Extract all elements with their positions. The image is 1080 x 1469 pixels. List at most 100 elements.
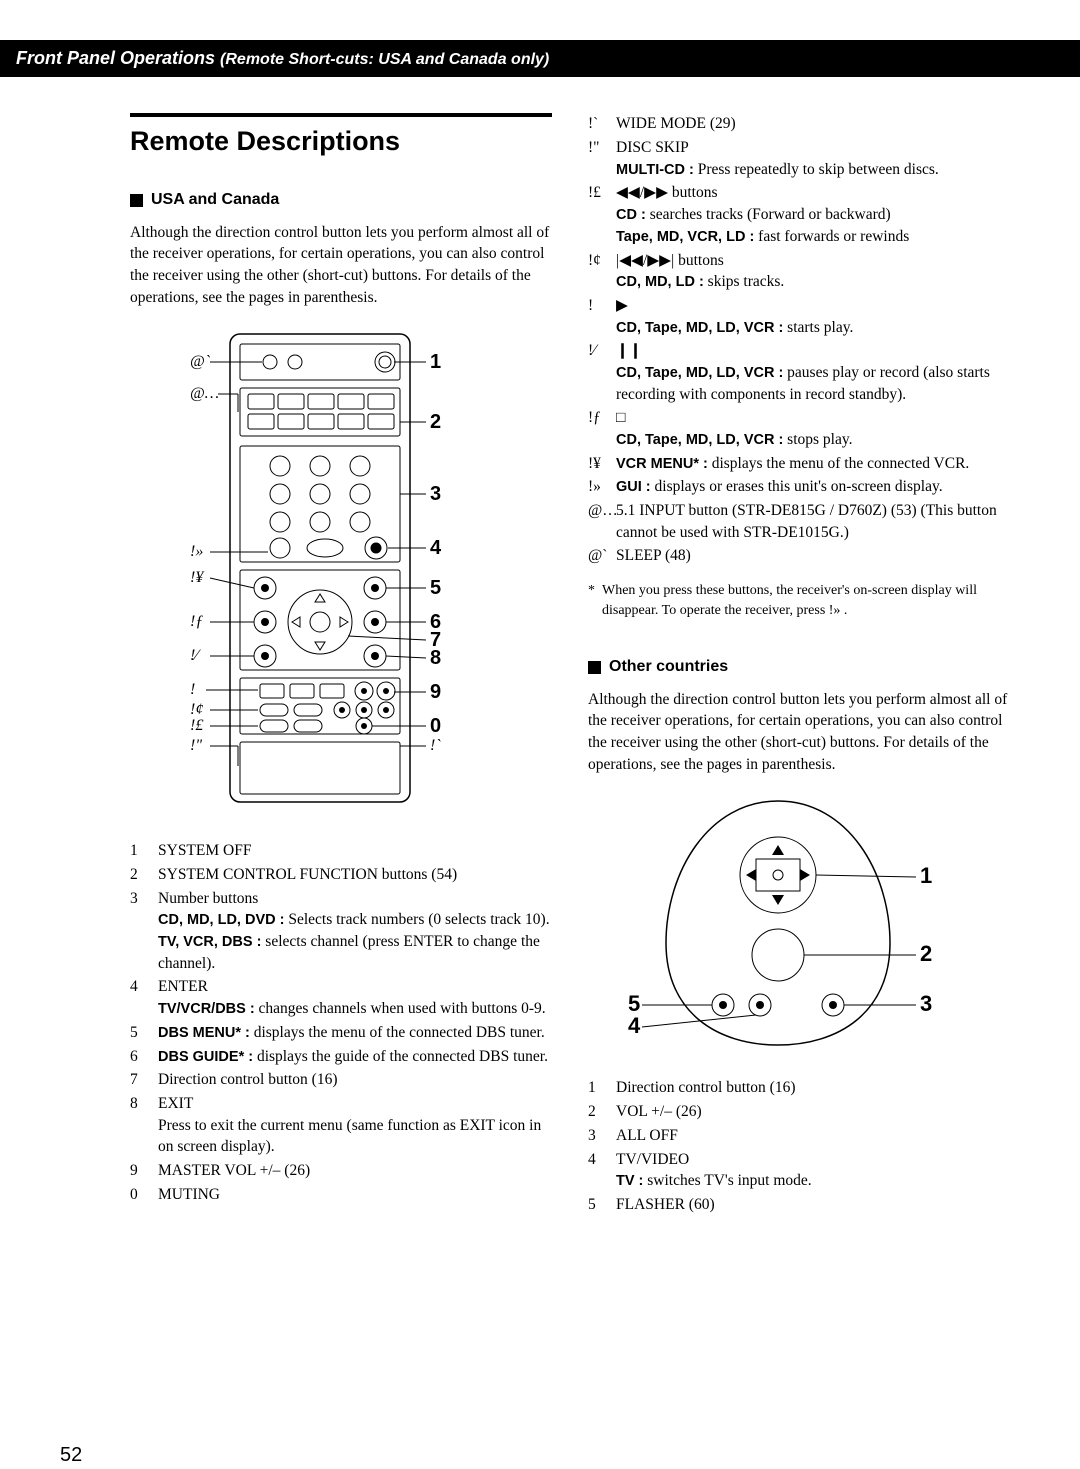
other-intro: Although the direction control button le… [588, 689, 1010, 776]
svg-text:!¢: !¢ [190, 701, 203, 718]
item-text: displays the menu of the connected DBS t… [250, 1024, 545, 1041]
svg-text:2: 2 [920, 941, 932, 966]
item-body: Direction control button (16) [616, 1077, 1010, 1099]
play-icon: ▶ [616, 297, 628, 314]
title-rule [130, 113, 552, 117]
list-item: !£◀◀/▶▶ buttonsCD : searches tracks (For… [588, 182, 1010, 247]
svg-text:3: 3 [430, 483, 441, 505]
item-body: VCR MENU* : displays the menu of the con… [616, 453, 1010, 475]
item-bold-label: VCR MENU* : [616, 456, 708, 472]
item-body: 5.1 INPUT button (STR-DE815G / D760Z) (5… [616, 500, 1010, 543]
svg-text:!⁄: !⁄ [190, 647, 201, 664]
item-bold-label: CD, Tape, MD, LD, VCR : [616, 432, 783, 448]
item-text: buttons [668, 184, 718, 201]
item-number: 5 [588, 1194, 616, 1216]
item-number: 4 [588, 1149, 616, 1192]
list-item: !"DISC SKIP MULTI-CD : Press repeatedly t… [588, 137, 1010, 180]
svg-text:!»: !» [190, 543, 203, 560]
left-column: Remote Descriptions USA and Canada Altho… [130, 113, 552, 1217]
list-item: 8EXITPress to exit the current menu (sam… [130, 1093, 552, 1158]
item-bold-label: DBS GUIDE* : [158, 1049, 253, 1065]
item-number: 0 [130, 1184, 158, 1206]
prevnext-icon: |◀◀/▶▶| [616, 252, 674, 269]
usa-heading: USA and Canada [130, 189, 552, 211]
list-item: !¢|◀◀/▶▶| buttonsCD, MD, LD : skips trac… [588, 250, 1010, 293]
item-number: 5 [130, 1022, 158, 1044]
item-body: DISC SKIP MULTI-CD : Press repeatedly to … [616, 137, 1010, 180]
item-text: skips tracks. [704, 273, 785, 290]
item-number: 1 [130, 840, 158, 862]
item-text: Press repeatedly to skip between discs. [694, 161, 939, 178]
list-item: 2SYSTEM CONTROL FUNCTION buttons (54) [130, 864, 552, 886]
item-text: VOL +/– (26) [616, 1103, 702, 1120]
item-body: |◀◀/▶▶| buttonsCD, MD, LD : skips tracks… [616, 250, 1010, 293]
item-body: SLEEP (48) [616, 545, 1010, 567]
right-column: !`WIDE MODE (29)!"DISC SKIPMULTI-CD : Pr… [588, 113, 1010, 1217]
item-body: DBS MENU* : displays the menu of the con… [158, 1022, 552, 1044]
item-text: displays or erases this unit's on-screen… [651, 478, 943, 495]
item-number: 3 [588, 1125, 616, 1147]
item-text: SYSTEM OFF [158, 842, 251, 859]
item-body: ❙❙CD, Tape, MD, LD, VCR : pauses play or… [616, 340, 1010, 405]
stop-icon: □ [616, 409, 625, 426]
item-text: changes channels when used with buttons … [255, 1000, 546, 1017]
item-number: 2 [130, 864, 158, 886]
item-text: MASTER VOL +/– (26) [158, 1162, 310, 1179]
item-text: MUTING [158, 1186, 220, 1203]
header-sub: (Remote Short-cuts: USA and Canada only) [220, 51, 549, 68]
svg-text:4: 4 [628, 1013, 641, 1038]
item-number: !⁄ [588, 340, 616, 405]
item-number: !` [588, 113, 616, 135]
item-text: displays the guide of the connected DBS … [253, 1048, 548, 1065]
list-item: 3Number buttonsCD, MD, LD, DVD : Selects… [130, 888, 552, 975]
item-bold-label: TV/VCR/DBS : [158, 1001, 255, 1017]
page-number: 52 [60, 1441, 82, 1469]
item-text: SYSTEM CONTROL FUNCTION buttons (54) [158, 866, 457, 883]
item-text: stops play. [783, 431, 852, 448]
svg-text:0: 0 [430, 715, 441, 737]
svg-text:1: 1 [430, 351, 441, 373]
item-bold-label: DBS MENU* : [158, 1025, 250, 1041]
right-list: !`WIDE MODE (29)!"DISC SKIPMULTI-CD : Pr… [588, 113, 1010, 567]
item-text: DISC SKIP [616, 139, 689, 156]
footnote: * When you press these buttons, the rece… [588, 581, 1010, 620]
header-bar: Front Panel Operations (Remote Short-cut… [0, 40, 1080, 77]
rewff-icon: ◀◀/▶▶ [616, 184, 668, 201]
item-text: buttons [674, 252, 724, 269]
item-text: displays the menu of the connected VCR. [708, 455, 969, 472]
item-bold-label: TV, VCR, DBS : [158, 934, 261, 950]
item-bold-label: GUI : [616, 479, 651, 495]
item-number: !ƒ [588, 407, 616, 450]
item-bold-label: MULTI-CD : [616, 162, 694, 178]
item-number: 7 [130, 1069, 158, 1091]
list-item: 5FLASHER (60) [588, 1194, 1010, 1216]
svg-text:@`: @` [190, 353, 211, 370]
item-number: @… [588, 500, 616, 543]
list-item: 9MASTER VOL +/– (26) [130, 1160, 552, 1182]
item-body: Number buttonsCD, MD, LD, DVD : Selects … [158, 888, 552, 975]
list-item: !ƒ□ CD, Tape, MD, LD, VCR : stops play. [588, 407, 1010, 450]
svg-text:!: ! [190, 681, 195, 698]
item-body: SYSTEM CONTROL FUNCTION buttons (54) [158, 864, 552, 886]
svg-text:!£: !£ [190, 717, 204, 734]
item-number: 4 [130, 976, 158, 1019]
svg-text:@…: @… [190, 385, 219, 402]
item-number: 6 [130, 1046, 158, 1068]
pause-icon: ❙❙ [616, 342, 642, 359]
item-body: Direction control button (16) [158, 1069, 552, 1091]
list-item: !¥VCR MENU* : displays the menu of the c… [588, 453, 1010, 475]
item-number: !" [588, 137, 616, 180]
square-bullet-icon [130, 194, 143, 207]
item-bold-label: Tape, MD, VCR, LD : [616, 229, 754, 245]
item-text: TV/VIDEO [616, 1151, 689, 1168]
list-item: 4TV/VIDEOTV : switches TV's input mode. [588, 1149, 1010, 1192]
item-text: searches tracks (Forward or backward) [646, 206, 891, 223]
item-number: 9 [130, 1160, 158, 1182]
item-text: EXIT [158, 1095, 193, 1112]
item-text: switches TV's input mode. [643, 1172, 811, 1189]
item-number: @` [588, 545, 616, 567]
square-bullet-icon [588, 661, 601, 674]
item-body: □ CD, Tape, MD, LD, VCR : stops play. [616, 407, 1010, 450]
other-heading: Other countries [588, 656, 1010, 678]
item-text: ALL OFF [616, 1127, 678, 1144]
